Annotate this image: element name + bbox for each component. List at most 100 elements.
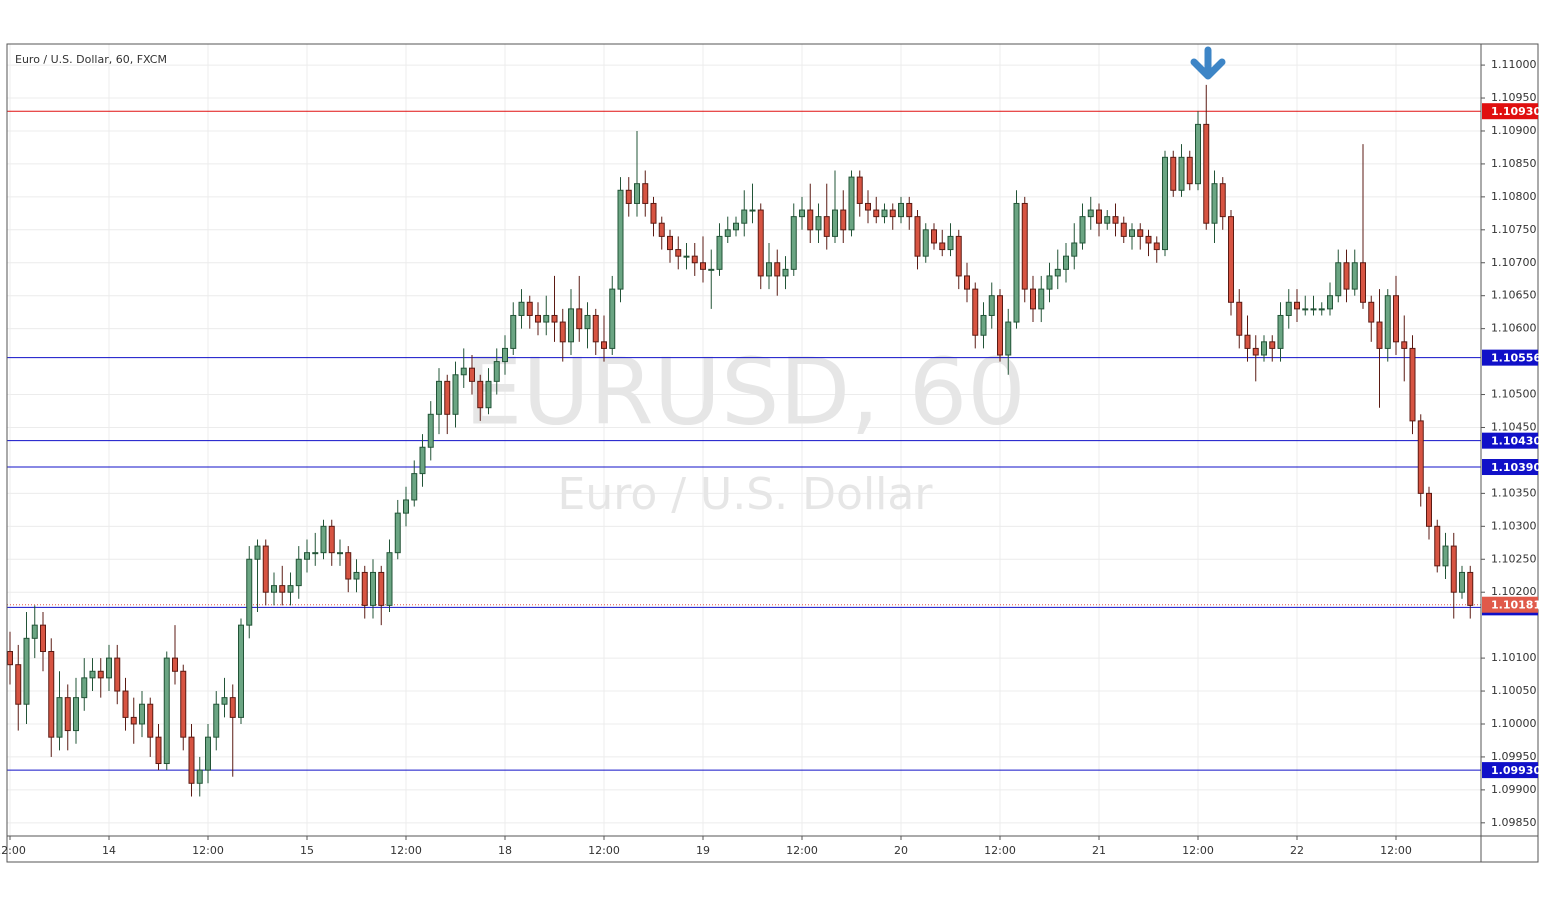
candle-body: [955, 235, 962, 277]
candle-body: [427, 413, 434, 448]
candle-body: [279, 585, 286, 593]
candle-body: [81, 677, 88, 699]
y-tick-label: 1.10200: [1491, 585, 1537, 598]
x-tick-label: 19: [696, 844, 710, 857]
candle-body: [1211, 183, 1218, 224]
candle-body: [823, 216, 830, 237]
candle-body: [1046, 275, 1053, 290]
candle-body: [1021, 202, 1028, 290]
candle-body: [642, 183, 649, 204]
candle-body: [188, 736, 195, 784]
candle-body: [1450, 545, 1457, 593]
candle-body: [964, 275, 970, 290]
candle-body: [312, 552, 319, 555]
candle-body: [328, 525, 335, 554]
candle-body: [691, 255, 698, 264]
x-tick-label: 12:00: [192, 844, 224, 857]
candle-body: [741, 209, 748, 224]
candle-body: [1120, 222, 1127, 237]
candle-body: [733, 222, 739, 231]
candle-body: [353, 571, 360, 580]
candle-body: [337, 552, 343, 555]
candle-body: [89, 670, 96, 679]
y-tick-label: 1.10500: [1491, 388, 1537, 401]
candle-body: [1244, 334, 1251, 349]
y-tick-label: 1.10650: [1491, 289, 1537, 302]
candle-body: [757, 209, 764, 277]
candle-body: [782, 268, 789, 277]
candle-body: [7, 651, 13, 666]
candle-body: [229, 697, 236, 718]
candle-body: [609, 288, 616, 349]
x-tick-label: 12:00: [0, 844, 26, 857]
candle-body: [724, 229, 731, 237]
candle-body: [865, 202, 871, 211]
candle-body: [320, 525, 327, 554]
candle-body: [122, 690, 129, 718]
candle-body: [31, 624, 38, 639]
x-tick-label: 12:00: [786, 844, 818, 857]
candle-body: [15, 664, 22, 705]
candle-body: [114, 657, 121, 692]
candle-body: [1302, 308, 1309, 311]
watermark-subtitle: Euro / U.S. Dollar: [558, 469, 934, 520]
candle-body: [1137, 229, 1144, 237]
candle-body: [477, 380, 484, 409]
candle-body: [526, 301, 533, 316]
candle-body: [1277, 314, 1284, 349]
watermark: EURUSD, 60: [464, 338, 1026, 445]
candle-body: [436, 380, 442, 415]
candle-body: [716, 235, 723, 270]
candle-body: [1013, 202, 1020, 323]
candle-body: [1104, 216, 1111, 224]
candle-body: [997, 295, 1003, 356]
candle-body: [551, 314, 558, 323]
candle-body: [1310, 308, 1317, 311]
y-tick-label: 1.10900: [1491, 124, 1537, 137]
y-tick-label: 1.10300: [1491, 519, 1537, 532]
candle-body: [213, 703, 220, 738]
level-label-box: [1482, 459, 1538, 476]
candle-body: [1442, 545, 1449, 567]
candle-body: [1038, 288, 1045, 310]
candle-body: [345, 552, 352, 580]
candle-body: [502, 347, 508, 363]
candle-body: [1261, 341, 1267, 356]
candle-body: [592, 314, 599, 343]
candle-body: [1063, 255, 1069, 270]
candle-body: [1269, 341, 1276, 349]
candle-body: [106, 657, 112, 679]
candle-body: [419, 446, 426, 475]
candle-body: [906, 202, 913, 218]
candle-body: [518, 301, 525, 316]
candle-body: [774, 262, 781, 277]
candle-body: [889, 209, 896, 218]
candle-body: [898, 202, 904, 218]
y-tick-label: 1.10600: [1491, 322, 1537, 335]
y-tick-label: 1.10700: [1491, 256, 1537, 269]
candle-body: [1228, 216, 1234, 303]
candle-body: [815, 216, 822, 231]
candle-body: [1054, 268, 1061, 277]
x-tick-label: 18: [498, 844, 512, 857]
candle-body: [172, 657, 178, 672]
candle-body: [1096, 209, 1102, 224]
grid: [7, 44, 1481, 836]
candle-body: [452, 374, 459, 415]
x-tick-label: 21: [1092, 844, 1106, 857]
candle-body: [97, 670, 104, 679]
candle-body: [147, 703, 154, 738]
candle-body: [1467, 571, 1474, 606]
candle-body: [40, 624, 46, 653]
candle-body: [262, 545, 269, 593]
y-tick-label: 1.09850: [1491, 816, 1537, 829]
y-tick-label: 1.10050: [1491, 684, 1537, 697]
candle-body: [1459, 571, 1465, 593]
frame: [6, 43, 1539, 863]
y-tick-label: 1.09900: [1491, 783, 1537, 796]
candle-body: [1384, 295, 1391, 349]
candle-body: [1417, 420, 1424, 494]
candle-body: [559, 321, 566, 343]
candle-body: [1186, 156, 1193, 185]
x-tick-label: 22: [1290, 844, 1304, 857]
